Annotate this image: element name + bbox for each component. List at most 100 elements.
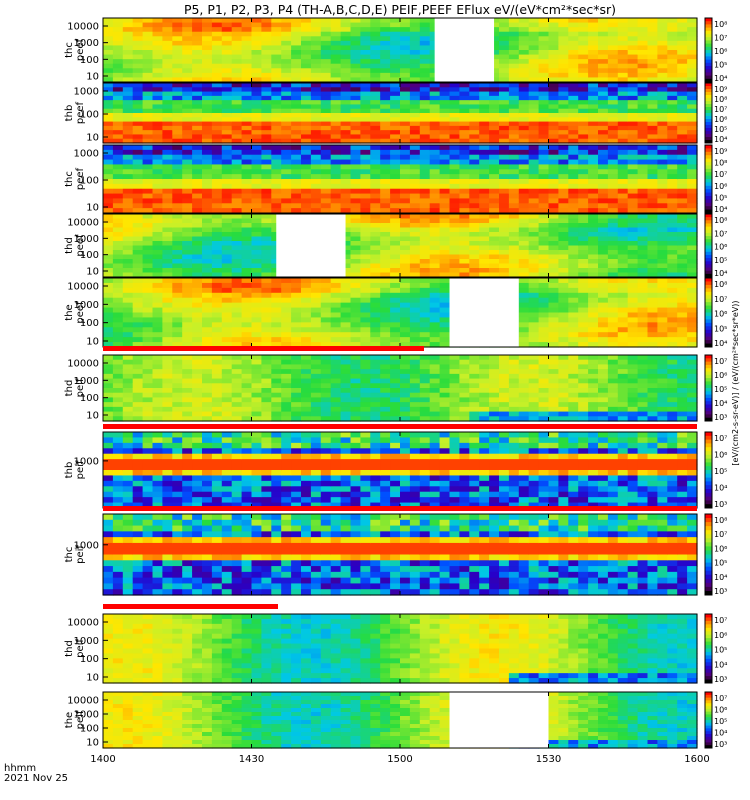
heatmap-cell xyxy=(409,373,421,380)
y-tick-label: 1000 xyxy=(74,87,99,98)
heatmap-cell xyxy=(172,322,183,328)
heatmap-cell xyxy=(508,83,520,88)
heatmap-cell xyxy=(340,411,352,417)
heatmap-cell xyxy=(241,121,253,127)
heatmap-cell xyxy=(518,208,530,214)
heatmap-cell xyxy=(251,45,262,51)
heatmap-cell xyxy=(598,322,609,328)
heatmap-cell xyxy=(479,227,490,233)
heatmap-cell xyxy=(657,95,668,101)
heatmap-cell xyxy=(607,27,619,33)
heatmap-cell xyxy=(380,322,391,328)
heatmap-cell xyxy=(271,208,282,214)
heatmap-cell xyxy=(320,104,332,110)
heatmap-cell xyxy=(390,250,401,256)
heatmap-cell xyxy=(499,68,510,74)
heatmap-cell xyxy=(182,22,193,28)
heatmap-cell xyxy=(677,149,688,156)
heatmap-cell xyxy=(360,218,371,224)
heatmap-cell xyxy=(449,411,460,417)
heatmap-cell xyxy=(192,307,203,314)
heatmap-cell xyxy=(657,164,668,170)
heatmap-cell xyxy=(657,54,668,60)
heatmap-cell xyxy=(568,327,579,333)
heatmap-cell xyxy=(439,355,451,361)
heatmap-cell xyxy=(152,22,163,28)
heatmap-cell xyxy=(677,203,688,209)
heatmap-cell xyxy=(479,91,490,97)
heatmap-cell xyxy=(390,232,401,238)
heatmap-cell xyxy=(548,183,559,190)
heatmap-cell xyxy=(617,198,629,204)
heatmap-cell xyxy=(528,113,540,118)
heatmap-cell xyxy=(202,392,213,399)
heatmap-cell xyxy=(340,214,352,220)
heatmap-cell xyxy=(291,317,302,323)
heatmap-cell xyxy=(588,337,599,343)
heatmap-cell xyxy=(568,179,579,185)
heatmap-cell xyxy=(192,364,203,370)
heatmap-cell xyxy=(192,188,203,195)
heatmap-cell xyxy=(350,364,361,370)
heatmap-cell xyxy=(409,369,421,375)
heatmap-cell xyxy=(627,245,639,251)
heatmap-cell xyxy=(162,241,173,247)
heatmap-cell xyxy=(489,68,500,74)
heatmap-cell xyxy=(271,332,282,338)
heatmap-cell xyxy=(291,59,302,65)
heatmap-cell xyxy=(489,145,500,151)
heatmap-cell xyxy=(598,27,609,33)
heatmap-cell xyxy=(518,154,530,161)
heatmap-cell xyxy=(103,254,114,260)
heatmap-cell xyxy=(439,332,451,338)
heatmap-cell xyxy=(390,36,401,42)
heatmap-cell xyxy=(162,63,173,69)
heatmap-cell xyxy=(103,54,114,60)
heatmap-cell xyxy=(112,272,124,278)
heatmap-cell xyxy=(538,254,550,260)
heatmap-cell xyxy=(528,292,540,299)
heatmap-cell xyxy=(172,416,183,422)
heatmap-cell xyxy=(103,154,114,161)
heatmap-cell xyxy=(607,302,619,309)
heatmap-cell xyxy=(588,203,599,209)
heatmap-cell xyxy=(370,193,381,200)
colorbar-swatch xyxy=(705,59,712,64)
heatmap-cell xyxy=(657,149,668,156)
heatmap-cell xyxy=(687,31,698,37)
heatmap-cell xyxy=(469,259,480,265)
colorbar-swatch xyxy=(705,137,712,141)
heatmap-cell xyxy=(251,250,262,256)
heatmap-cell xyxy=(291,138,302,144)
heatmap-cell xyxy=(162,342,173,348)
heatmap-cell xyxy=(251,397,262,403)
heatmap-cell xyxy=(112,327,124,333)
heatmap-cell xyxy=(528,254,540,260)
heatmap-cell xyxy=(330,317,342,323)
heatmap-cell xyxy=(320,312,332,319)
heatmap-cell xyxy=(558,104,569,110)
heatmap-cell xyxy=(310,411,322,417)
heatmap-cell xyxy=(251,72,262,79)
heatmap-cell xyxy=(360,317,371,323)
heatmap-cell xyxy=(112,31,124,37)
heatmap-cell xyxy=(469,208,480,214)
heatmap-cell xyxy=(310,134,322,140)
heatmap-cell xyxy=(469,154,480,161)
heatmap-cell xyxy=(439,203,451,209)
colorbar-swatch xyxy=(705,232,712,237)
heatmap-cell xyxy=(677,95,688,101)
heatmap-cell xyxy=(291,282,302,289)
heatmap-cell xyxy=(231,154,243,161)
heatmap-cell xyxy=(617,87,629,93)
heatmap-cell xyxy=(588,327,599,333)
heatmap-cell xyxy=(518,164,530,170)
colorbar-swatch xyxy=(705,209,712,214)
heatmap-cell xyxy=(281,145,292,151)
heatmap-cell xyxy=(617,45,629,51)
heatmap-cell xyxy=(142,312,154,319)
heatmap-cell xyxy=(518,317,530,323)
heatmap-cell xyxy=(231,198,243,204)
heatmap-cell xyxy=(538,327,550,333)
heatmap-cell xyxy=(637,307,649,314)
